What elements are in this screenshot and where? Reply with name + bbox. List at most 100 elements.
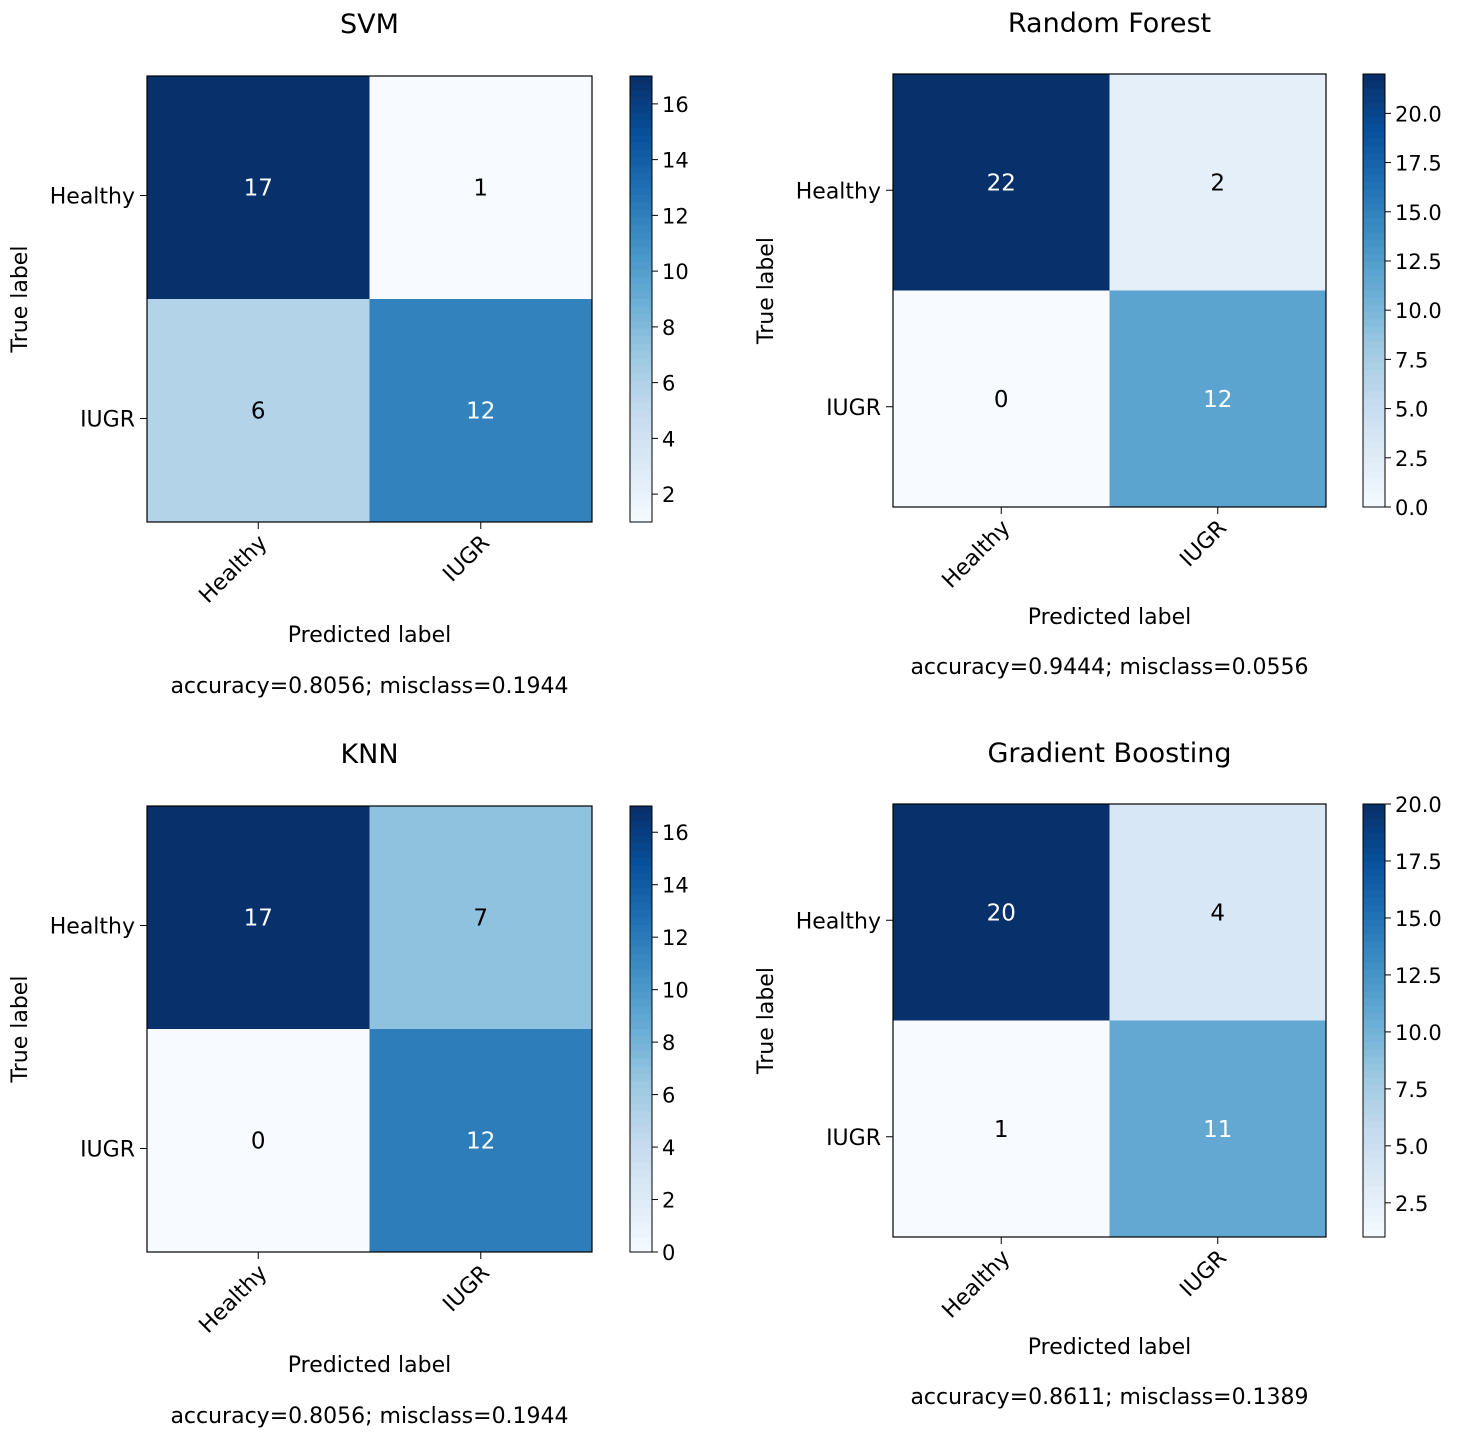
confusion-matrix-panel: Random Forest22 20 12HealthyIUGRHealthy IUG… (754, 8, 1442, 680)
colorbar-segment (630, 1081, 652, 1089)
colorbar-segment (630, 1222, 652, 1230)
y-tick-label: Healthy (796, 909, 881, 934)
colorbar-segment (1363, 175, 1385, 183)
colorbar-segment (630, 98, 652, 106)
colorbar-segment (630, 1207, 652, 1215)
colorbar-segment (630, 91, 652, 99)
colorbar-segment (1363, 1215, 1385, 1223)
colorbar-segment (1363, 168, 1385, 176)
colorbar-segment (1363, 862, 1385, 870)
colorbar-segment (630, 388, 652, 396)
y-tick-label: IUGR (826, 1126, 881, 1151)
colorbar-segment (630, 321, 652, 329)
colorbar-segment (1363, 449, 1385, 457)
colorbar-segment (1363, 153, 1385, 161)
colorbar-tick-label: 16 (662, 821, 689, 845)
colorbar-segment (630, 1059, 652, 1067)
colorbar-segment (630, 500, 652, 508)
colorbar-segment (1363, 500, 1385, 508)
y-tick-label: Healthy (50, 915, 135, 940)
colorbar-segment (630, 1096, 652, 1104)
colorbar-segment (630, 1036, 652, 1044)
colorbar-tick-label: 5.0 (1395, 398, 1428, 422)
colorbar-segment (1363, 233, 1385, 241)
colorbar-segment (1363, 493, 1385, 501)
panel-title: Gradient Boosting (987, 738, 1231, 769)
colorbar-segment (630, 121, 652, 129)
colorbar-segment (1363, 103, 1385, 111)
colorbar-tick-label: 10 (662, 260, 689, 284)
colorbar-segment (630, 806, 652, 814)
x-tick-label: Healthy (195, 531, 273, 609)
colorbar-segment (1363, 291, 1385, 299)
colorbar-segment (1363, 1064, 1385, 1072)
colorbar-segment (1363, 1129, 1385, 1137)
colorbar-segment (630, 403, 652, 411)
colorbar-tick-label: 12 (662, 926, 689, 950)
x-tick-label: IUGR (438, 1261, 495, 1318)
y-tick-label: IUGR (826, 396, 881, 421)
colorbar-segment (630, 1066, 652, 1074)
panel-title: KNN (340, 739, 398, 770)
colorbar-segment (1363, 1230, 1385, 1238)
colorbar-segment (1363, 276, 1385, 284)
colorbar-segment (630, 173, 652, 181)
colorbar-segment (1363, 240, 1385, 248)
colorbar-segment (1363, 283, 1385, 291)
colorbar-segment (630, 284, 652, 292)
colorbar-segment (1363, 305, 1385, 313)
colorbar-segment (1363, 377, 1385, 385)
colorbar-segment (1363, 1223, 1385, 1231)
colorbar-segment (630, 828, 652, 836)
colorbar-segment (1363, 298, 1385, 306)
x-axis-label: Predicted label (288, 623, 451, 648)
colorbar-segment (630, 113, 652, 121)
colorbar-segment (630, 262, 652, 270)
colorbar-segment (630, 470, 652, 478)
colorbar-segment (1363, 485, 1385, 493)
colorbar-segment (630, 277, 652, 285)
colorbar-segment (1363, 125, 1385, 133)
colorbar-segment (630, 306, 652, 314)
colorbar-segment (630, 932, 652, 940)
colorbar-segment (630, 1200, 652, 1208)
colorbar-segment (1363, 999, 1385, 1007)
colorbar-segment (630, 918, 652, 926)
colorbar-segment (1363, 319, 1385, 327)
colorbar-segment (630, 1141, 652, 1149)
colorbar-segment (1363, 941, 1385, 949)
colorbar-segment (630, 135, 652, 143)
colorbar-segment (630, 299, 652, 307)
colorbar-tick-label: 7.5 (1395, 348, 1428, 372)
cell-value: 2 (1210, 170, 1225, 196)
panel-title: SVM (340, 9, 399, 40)
colorbar-segment (1363, 912, 1385, 920)
colorbar-tick-label: 2 (662, 483, 675, 507)
colorbar-segment (630, 1237, 652, 1245)
colorbar-segment (1363, 1013, 1385, 1021)
colorbar-segment (630, 903, 652, 911)
cell-value: 1 (994, 1117, 1009, 1143)
y-axis-label: True label (754, 967, 779, 1075)
colorbar-segment (1363, 406, 1385, 414)
colorbar-tick-label: 12.5 (1395, 250, 1442, 274)
cell-value: 1 (473, 176, 488, 202)
colorbar-segment (630, 1245, 652, 1253)
colorbar-segment (630, 269, 652, 277)
colorbar-segment (630, 411, 652, 419)
colorbar-segment (630, 128, 652, 136)
cell-value: 12 (1203, 387, 1232, 413)
colorbar-segment (1363, 363, 1385, 371)
colorbar-segment (630, 165, 652, 173)
cell-value: 20 (987, 900, 1016, 926)
colorbar-segment (1363, 88, 1385, 96)
cell-value: 17 (244, 906, 273, 932)
colorbar-segment (1363, 898, 1385, 906)
colorbar-segment (630, 1103, 652, 1111)
colorbar-tick-label: 8 (662, 316, 675, 340)
colorbar-tick-label: 10.0 (1395, 299, 1442, 323)
colorbar-segment (1363, 1035, 1385, 1043)
colorbar-segment (630, 76, 652, 84)
colorbar-segment (1363, 204, 1385, 212)
colorbar-segment (1363, 96, 1385, 104)
